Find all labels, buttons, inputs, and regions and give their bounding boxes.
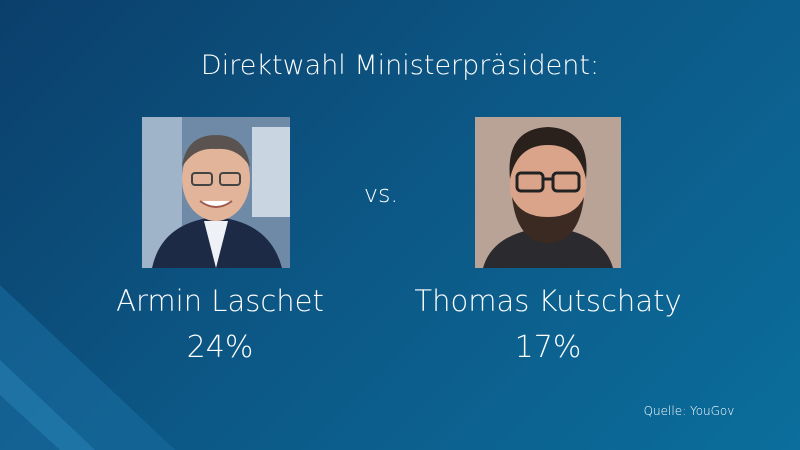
candidate-photo [475, 117, 621, 268]
candidate-name: Thomas Kutschaty [414, 284, 682, 318]
source: Quelle: YouGov [643, 404, 735, 418]
candidate-name: Armin Laschet [116, 284, 324, 318]
candidate-share: 24% [186, 330, 254, 365]
versus: vs. [363, 180, 399, 208]
candidate-share: 17% [514, 330, 582, 365]
title: Direktwahl Ministerpräsident: [200, 50, 600, 81]
candidate-photo [142, 117, 290, 268]
